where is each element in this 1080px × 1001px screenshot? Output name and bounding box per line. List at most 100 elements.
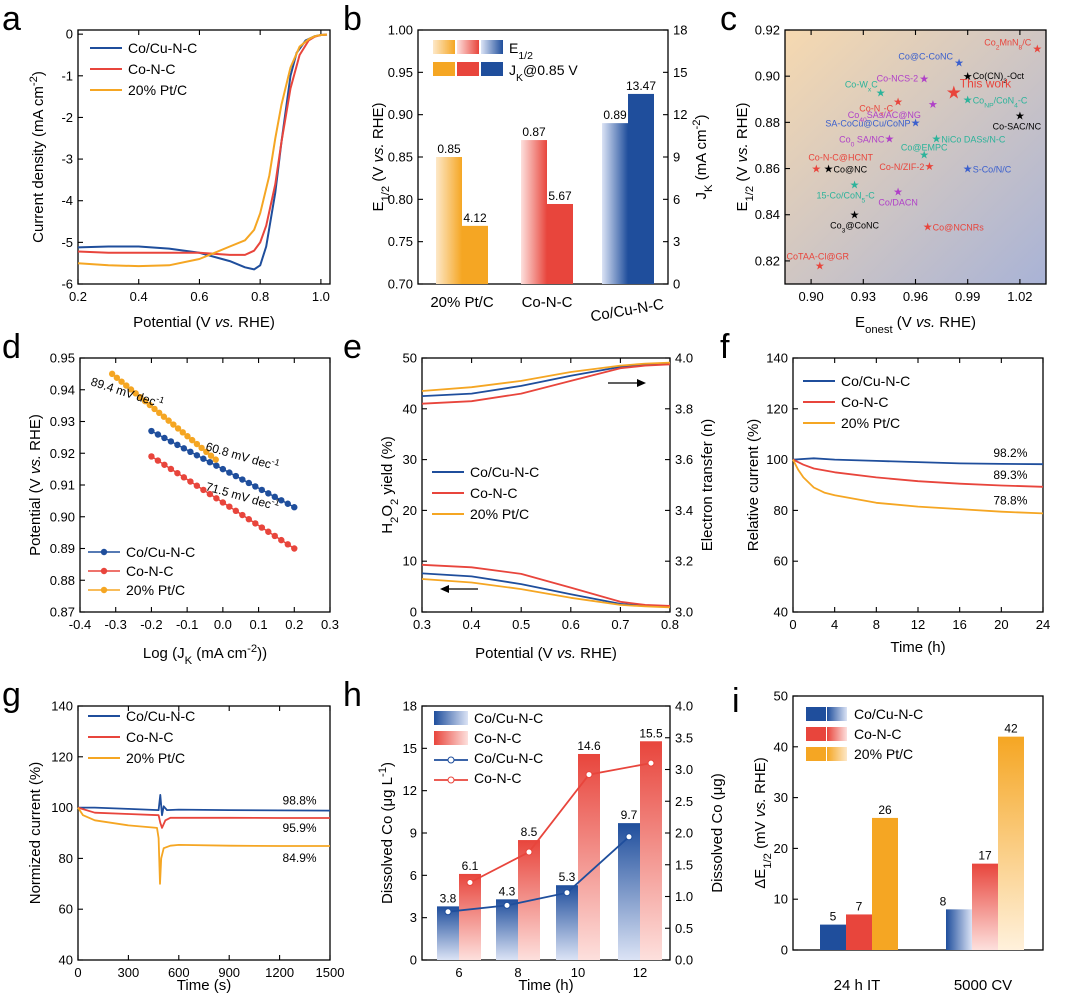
end-value-label: 98.8% [283, 794, 317, 808]
y2-axis-label: Electron transfer (n) [699, 419, 716, 552]
x-tick-label: 4 [831, 617, 838, 632]
amount-marker [585, 771, 593, 779]
y-tick-label: 30 [774, 790, 788, 805]
y-tick-label: 0.82 [755, 253, 780, 268]
legend-swatch [481, 62, 503, 76]
legend-marker [100, 586, 108, 594]
data-point [161, 434, 168, 442]
x-tick-label: 300 [118, 965, 140, 980]
y-tick-label: 10 [403, 554, 417, 569]
y-axis-label: H2O2 yield (%) [379, 436, 401, 534]
x-category-label: Co/Cu-N-C [589, 296, 665, 326]
legend-item-label: Co-N-C [128, 61, 175, 77]
legend-swatch [457, 40, 479, 54]
x-tick-label: 0 [789, 617, 796, 632]
point-label: Co@C-CoNC [898, 51, 953, 61]
y-tick-label: 0 [410, 605, 417, 620]
bar-Co/Cu-N-C [946, 909, 972, 950]
data-point [252, 520, 259, 527]
end-value-label: 98.2% [993, 446, 1027, 460]
y-tick-label: 0.91 [50, 478, 75, 493]
x-tick-label: 24 [1036, 617, 1050, 632]
y-tick-label: 0.88 [755, 115, 780, 130]
x-tick-label: 0.99 [955, 289, 980, 304]
legend-marker [447, 756, 455, 764]
legend-swatch [827, 747, 847, 761]
x-category-label: 5000 CV [954, 977, 1012, 994]
bar-e-half [602, 123, 628, 284]
amount-marker [466, 879, 474, 887]
series-line-20% Pt/C [77, 807, 330, 885]
legend-swatch [434, 731, 468, 745]
data-point [245, 516, 253, 523]
legend-marker [100, 548, 108, 556]
legend-swatch [457, 62, 479, 76]
panel-label: h [343, 676, 362, 714]
x-tick-label: 1.02 [1007, 289, 1032, 304]
x-tick-label: 0.4 [130, 289, 148, 304]
legend-label: Co/Cu-N-C [474, 710, 543, 726]
point-label: NiCo DASs/N-C [941, 135, 1006, 145]
data-point [239, 511, 246, 519]
data-point [170, 421, 177, 428]
x-tick-label: 0 [74, 965, 81, 980]
data-point [187, 478, 194, 485]
point-label: CoNP/CoN4-C [973, 95, 1028, 109]
data-point: ★ [815, 261, 825, 273]
bar-value-label: 9.7 [621, 808, 638, 822]
data-point [271, 493, 279, 501]
bar-20% Pt/C [872, 817, 898, 950]
legend-label: JK@0.85 V [509, 62, 578, 84]
panel-f: 0 4 8 12 16 20 24 40 60 80 100 120 140 Co/Cu-N-C Co-N-… [720, 328, 1050, 656]
amount-marker [525, 848, 533, 856]
data-point: ★ [919, 73, 929, 85]
y-tick-label: 0.88 [50, 573, 75, 588]
x-tick-label: 0.2 [69, 289, 87, 304]
plot-frame [421, 357, 671, 613]
y-tick-label: 0.93 [50, 414, 75, 429]
x-tick-label: 0.7 [611, 617, 629, 632]
panel-a: 0.2 0.4 0.6 0.8 1.0 -6 -5 -4 -3 -2 -1 0 Co/Cu-N-C Co-… [2, 0, 331, 331]
x-tick-label: 0.8 [251, 289, 269, 304]
data-point [198, 444, 205, 452]
legend-item-label: 20% Pt/C [126, 750, 185, 766]
y-tick-label: 50 [403, 351, 417, 366]
panel-d: -0.4 -0.3 -0.2 -0.1 0.0 0.1 0.2 0.3 0.87 0.88 0.89… [2, 328, 339, 667]
legend-swatch [433, 62, 455, 76]
y2-tick-label: 0 [673, 277, 680, 292]
h2o2-line [421, 572, 671, 608]
x-tick-label: 8 [873, 617, 880, 632]
point-label: Co-Nx-C [859, 104, 893, 118]
x-axis-label: Time (h) [518, 977, 573, 994]
amount-marker [563, 889, 571, 897]
data-point [127, 386, 135, 393]
data-point [132, 390, 139, 397]
bar-value-label: 0.89 [603, 108, 627, 122]
data-point [167, 438, 175, 445]
x-axis-label: Time (s) [177, 977, 231, 994]
legend-label: Co/Cu-N-C [126, 544, 195, 560]
panel-label: c [720, 0, 737, 38]
x-tick-label: 8 [514, 965, 521, 980]
point-label: S-Co/N/C [973, 165, 1012, 175]
legend-item-label: Co-N-C [470, 485, 517, 501]
data-point: ★ [931, 134, 941, 146]
data-point: ★ [893, 97, 903, 109]
point-label: This work [960, 76, 1012, 90]
y-tick-label: 10 [774, 892, 788, 907]
data-point [206, 490, 214, 498]
panel-label: a [2, 0, 21, 38]
y2-tick-label: 3.0 [675, 762, 693, 777]
legend-swatch [827, 727, 847, 741]
data-point [258, 486, 266, 494]
x-tick-label: 1.0 [312, 289, 330, 304]
y2-tick-label: 9 [673, 150, 680, 165]
data-point [284, 500, 291, 507]
point-label: CoTAA-Cl@GR [787, 252, 850, 262]
y-tick-label: 30 [403, 452, 417, 467]
y2-tick-label: 15 [673, 65, 687, 80]
data-point [284, 541, 291, 548]
plot-frame [77, 705, 331, 961]
panel-c: 0.90 0.93 0.96 0.99 1.02 0.82 0.84 0.86 0.88 0.90… [720, 0, 1047, 336]
y-tick-label: 140 [51, 699, 73, 714]
